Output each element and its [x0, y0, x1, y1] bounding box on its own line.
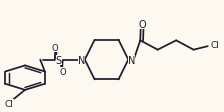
Text: Cl: Cl — [211, 41, 220, 50]
Text: O: O — [138, 20, 146, 30]
Text: O: O — [51, 44, 58, 53]
Text: S: S — [56, 55, 62, 65]
Text: Cl: Cl — [5, 99, 14, 108]
Text: N: N — [78, 55, 86, 65]
Text: O: O — [60, 67, 66, 76]
Text: N: N — [128, 55, 135, 65]
